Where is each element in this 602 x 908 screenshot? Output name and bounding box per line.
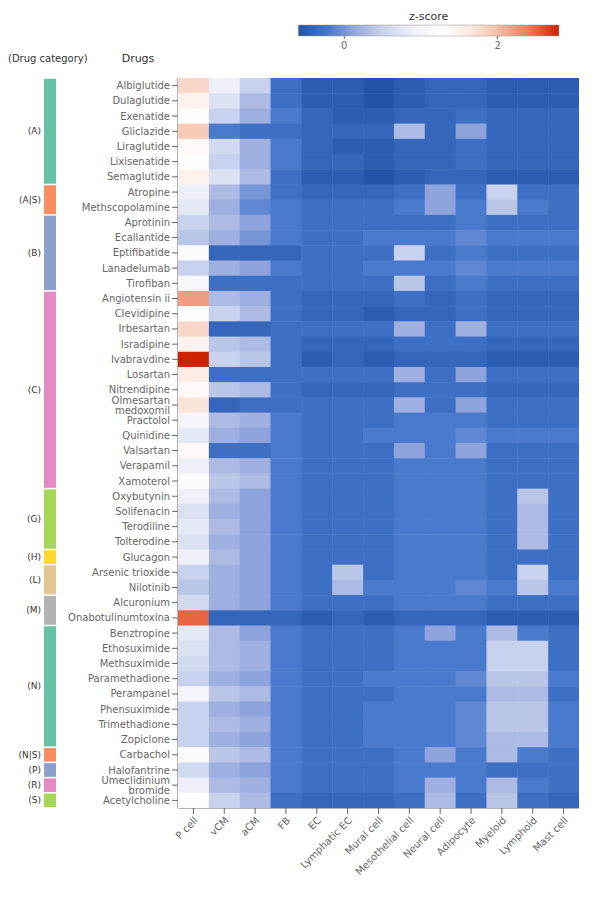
- svg-text:Tirofiban: Tirofiban: [125, 278, 170, 289]
- svg-text:Perampanel: Perampanel: [110, 688, 170, 699]
- svg-text:Xamoterol: Xamoterol: [118, 476, 170, 487]
- svg-text:Clevidipine: Clevidipine: [115, 308, 170, 319]
- svg-text:Mural cell: Mural cell: [343, 814, 385, 857]
- svg-text:(N): (N): [27, 681, 41, 691]
- svg-text:Semaglutide: Semaglutide: [107, 171, 170, 182]
- svg-text:Paramethadione: Paramethadione: [88, 673, 170, 684]
- svg-text:Phensuximide: Phensuximide: [100, 704, 170, 715]
- svg-text:(L): (L): [29, 575, 41, 585]
- svg-text:Benztropine: Benztropine: [110, 628, 170, 639]
- svg-text:Albiglutide: Albiglutide: [117, 80, 170, 91]
- svg-text:Trimethadione: Trimethadione: [97, 719, 170, 730]
- svg-text:(B): (B): [28, 248, 41, 258]
- svg-text:Oxybutynin: Oxybutynin: [112, 491, 170, 502]
- svg-text:Ivabravdine: Ivabravdine: [111, 354, 170, 365]
- svg-text:Alcuronium: Alcuronium: [113, 597, 170, 608]
- svg-text:Nilotinib: Nilotinib: [129, 582, 170, 593]
- svg-text:(G): (G): [27, 514, 41, 524]
- svg-text:(A): (A): [28, 126, 41, 136]
- svg-text:Mesothelial cell: Mesothelial cell: [353, 814, 416, 878]
- svg-text:Exenatide: Exenatide: [120, 111, 170, 122]
- svg-text:Olmesartanmedoxomil: Olmesartanmedoxomil: [112, 395, 170, 416]
- svg-text:z-score: z-score: [409, 10, 449, 23]
- svg-text:(R): (R): [28, 780, 41, 790]
- svg-text:Zopiclone: Zopiclone: [121, 734, 170, 745]
- svg-text:Irbesartan: Irbesartan: [119, 323, 170, 334]
- svg-text:Atropine: Atropine: [128, 187, 170, 198]
- svg-text:Nitrendipine: Nitrendipine: [108, 384, 170, 396]
- svg-text:Arsenic trioxide: Arsenic trioxide: [92, 567, 170, 578]
- svg-text:Terodiline: Terodiline: [121, 521, 170, 532]
- svg-text:Mast cell: Mast cell: [531, 815, 570, 854]
- svg-text:(H): (H): [27, 552, 41, 562]
- svg-text:0: 0: [341, 40, 347, 51]
- svg-text:Myeloid: Myeloid: [473, 814, 509, 850]
- svg-text:Dulaglutide: Dulaglutide: [112, 95, 170, 106]
- svg-text:Quinidine: Quinidine: [122, 430, 170, 441]
- svg-text:Ethosuximide: Ethosuximide: [102, 643, 170, 654]
- svg-text:vCM: vCM: [208, 815, 231, 838]
- svg-text:Umeclidiniumbromide: Umeclidiniumbromide: [101, 775, 170, 796]
- svg-text:2: 2: [494, 40, 500, 51]
- svg-text:Lanadelumab: Lanadelumab: [102, 263, 170, 274]
- svg-text:Neural cell: Neural cell: [401, 814, 447, 861]
- svg-text:Eptifibatide: Eptifibatide: [113, 247, 170, 258]
- svg-text:(Drug category): (Drug category): [8, 53, 88, 64]
- svg-text:Gliclazide: Gliclazide: [122, 126, 170, 137]
- svg-text:Methsuximide: Methsuximide: [100, 658, 170, 669]
- svg-text:Drugs: Drugs: [122, 52, 155, 65]
- svg-text:Aprotinin: Aprotinin: [125, 217, 170, 228]
- svg-text:(M): (M): [26, 605, 41, 615]
- svg-text:Acetylcholine: Acetylcholine: [103, 795, 170, 806]
- svg-text:(S): (S): [28, 795, 41, 805]
- svg-text:Glucagon: Glucagon: [123, 552, 170, 563]
- svg-text:aCM: aCM: [238, 815, 261, 838]
- svg-text:Adipocyte: Adipocyte: [435, 815, 478, 858]
- svg-text:Liraglutide: Liraglutide: [117, 141, 170, 152]
- svg-text:(P): (P): [29, 765, 41, 775]
- svg-text:(A|S): (A|S): [19, 195, 41, 205]
- svg-text:Isradipine: Isradipine: [121, 339, 170, 350]
- svg-text:Angiotensin ii: Angiotensin ii: [102, 293, 170, 304]
- svg-text:Solifenacin: Solifenacin: [115, 506, 170, 517]
- svg-text:Valsartan: Valsartan: [123, 445, 170, 456]
- svg-text:Lixisenatide: Lixisenatide: [110, 156, 170, 167]
- svg-text:FB: FB: [276, 815, 293, 832]
- svg-text:Onabotulinumtoxina: Onabotulinumtoxina: [68, 612, 170, 623]
- svg-text:Carbachol: Carbachol: [120, 749, 170, 760]
- svg-text:Losartan: Losartan: [127, 369, 170, 380]
- svg-text:Ecallantide: Ecallantide: [115, 232, 170, 243]
- svg-text:(C): (C): [28, 385, 41, 395]
- svg-text:Tolterodine: Tolterodine: [114, 536, 170, 547]
- svg-text:Lymphatic EC: Lymphatic EC: [298, 815, 354, 871]
- svg-text:EC: EC: [306, 815, 323, 832]
- svg-text:Halofantrine: Halofantrine: [108, 764, 170, 776]
- svg-text:P cell: P cell: [173, 815, 199, 841]
- svg-text:Verapamil: Verapamil: [120, 460, 170, 471]
- svg-text:(N|S): (N|S): [19, 750, 42, 760]
- svg-text:Methscopolamine: Methscopolamine: [82, 202, 170, 213]
- svg-text:Lymphoid: Lymphoid: [497, 815, 539, 857]
- svg-text:Practolol: Practolol: [127, 415, 170, 426]
